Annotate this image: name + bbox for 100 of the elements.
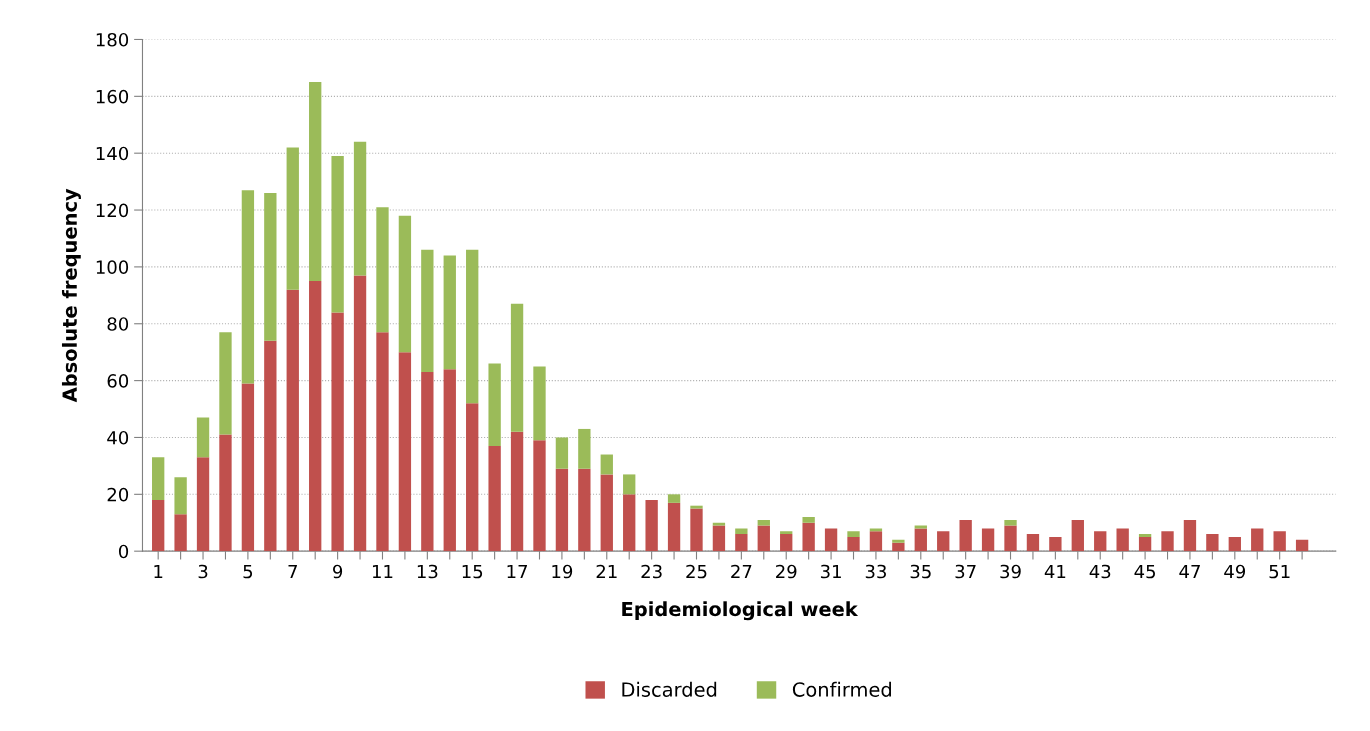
- x-tick-label: 17: [507, 564, 527, 579]
- x-tick-label: 43: [1089, 564, 1111, 579]
- bar: [757, 525, 770, 552]
- bar: [421, 372, 434, 552]
- bar: [174, 514, 187, 552]
- x-tick-label: 41: [1044, 564, 1066, 579]
- x-tick-label: 15: [462, 564, 483, 579]
- y-tick-label: 180: [96, 32, 129, 47]
- x-tick-label: 7: [288, 564, 297, 579]
- y-tick-label: 120: [96, 203, 129, 218]
- bar: [196, 417, 210, 458]
- x-tick-label: 19: [552, 564, 573, 579]
- bar: [1161, 531, 1174, 552]
- bar: [869, 531, 883, 552]
- bar: [1049, 536, 1062, 552]
- x-axis-title: Epidemiological week: [622, 601, 859, 621]
- bar: [847, 531, 860, 537]
- bar: [533, 366, 546, 441]
- bar: [600, 454, 613, 475]
- bar: [1206, 534, 1219, 552]
- bar: [466, 249, 479, 404]
- x-tick-label: 23: [641, 564, 662, 579]
- bar: [443, 369, 456, 552]
- bar: [510, 431, 524, 552]
- x-tick-label: 45: [1134, 564, 1156, 579]
- x-tick-label: 13: [417, 564, 438, 579]
- bar: [533, 440, 546, 552]
- bar: [488, 445, 501, 552]
- bar: [780, 534, 793, 552]
- x-tick-label: 25: [686, 564, 707, 579]
- x-tick-label: 1: [154, 564, 163, 579]
- legend-label: Discarded: [622, 681, 717, 697]
- bar: [981, 528, 995, 552]
- bar: [331, 156, 344, 313]
- bar: [443, 255, 456, 370]
- bar: [892, 542, 905, 552]
- bar: [780, 531, 793, 535]
- y-tick-label: 0: [118, 544, 129, 559]
- bar: [735, 534, 748, 552]
- bar: [219, 434, 232, 552]
- bar: [869, 528, 883, 532]
- bar: [353, 141, 367, 276]
- y-tick-label: 20: [107, 487, 129, 502]
- x-tick-label: 49: [1224, 564, 1246, 579]
- bar: [241, 190, 255, 384]
- bar: [376, 332, 389, 552]
- bar: [600, 474, 613, 552]
- bar: [892, 539, 905, 543]
- bar: [286, 289, 299, 552]
- bar: [757, 519, 770, 526]
- x-tick-label: 3: [198, 564, 208, 579]
- bar: [735, 528, 748, 535]
- x-tick-label: 31: [820, 564, 841, 579]
- bar: [309, 82, 322, 282]
- bar: [555, 437, 569, 469]
- bar: [241, 383, 255, 552]
- bar: [1228, 536, 1241, 552]
- y-tick-label: 160: [96, 89, 129, 104]
- bar: [398, 352, 412, 552]
- bar: [1251, 528, 1264, 552]
- bar: [510, 303, 524, 432]
- x-tick-label: 29: [776, 564, 797, 579]
- y-tick-label: 140: [96, 146, 129, 161]
- x-tick-label: 39: [1000, 564, 1021, 579]
- bar: [219, 332, 232, 435]
- bar: [578, 468, 591, 552]
- bar: [623, 474, 636, 495]
- legend-label: Confirmed: [792, 681, 891, 697]
- bar: [1116, 528, 1129, 552]
- bar: [1295, 539, 1309, 552]
- bar: [331, 312, 344, 552]
- bar: [152, 500, 165, 552]
- bar: [398, 215, 412, 353]
- x-tick-label: 27: [731, 564, 752, 579]
- bar: [690, 508, 703, 552]
- x-tick-label: 37: [955, 564, 976, 579]
- bar: [712, 522, 726, 526]
- x-tick-label: 35: [910, 564, 931, 579]
- y-tick-label: 80: [107, 317, 129, 331]
- bar: [1004, 519, 1017, 526]
- bar: [174, 477, 187, 515]
- bar: [152, 457, 165, 500]
- x-tick-label: 51: [1269, 564, 1290, 579]
- bar: [914, 528, 927, 552]
- bar: [309, 281, 322, 552]
- bar: [1026, 534, 1040, 552]
- bar: [667, 494, 681, 503]
- bar: [645, 500, 658, 552]
- bar: [690, 505, 703, 509]
- bar: [353, 275, 367, 552]
- bar: [937, 531, 950, 552]
- bar: [1273, 531, 1286, 552]
- x-tick-label: 11: [372, 564, 393, 579]
- x-tick-label: 9: [333, 564, 343, 579]
- y-tick-label: 60: [107, 374, 129, 388]
- y-axis-title: Absolute frequency: [61, 188, 81, 403]
- bar: [1138, 534, 1152, 537]
- bar: [824, 528, 838, 552]
- bar: [286, 147, 299, 290]
- bar: [802, 517, 815, 523]
